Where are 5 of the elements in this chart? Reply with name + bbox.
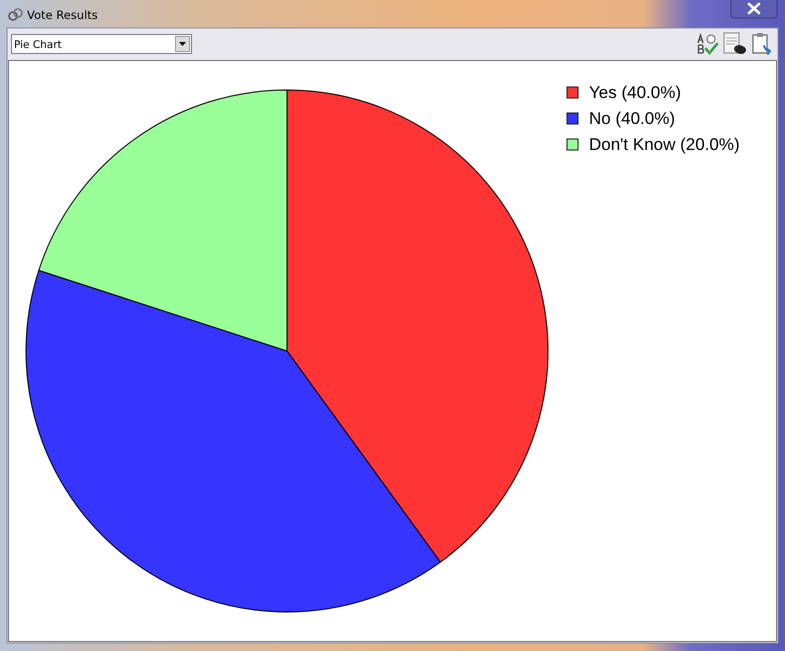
legend-label: No (40.0%) xyxy=(589,109,675,128)
chart-title: Vote Results xyxy=(27,8,98,22)
dropdown: Pie Chart xyxy=(11,34,192,54)
legend-label: Yes (40.0%) xyxy=(589,83,681,102)
legend-label: Don't Know (20.0%) xyxy=(589,135,740,154)
